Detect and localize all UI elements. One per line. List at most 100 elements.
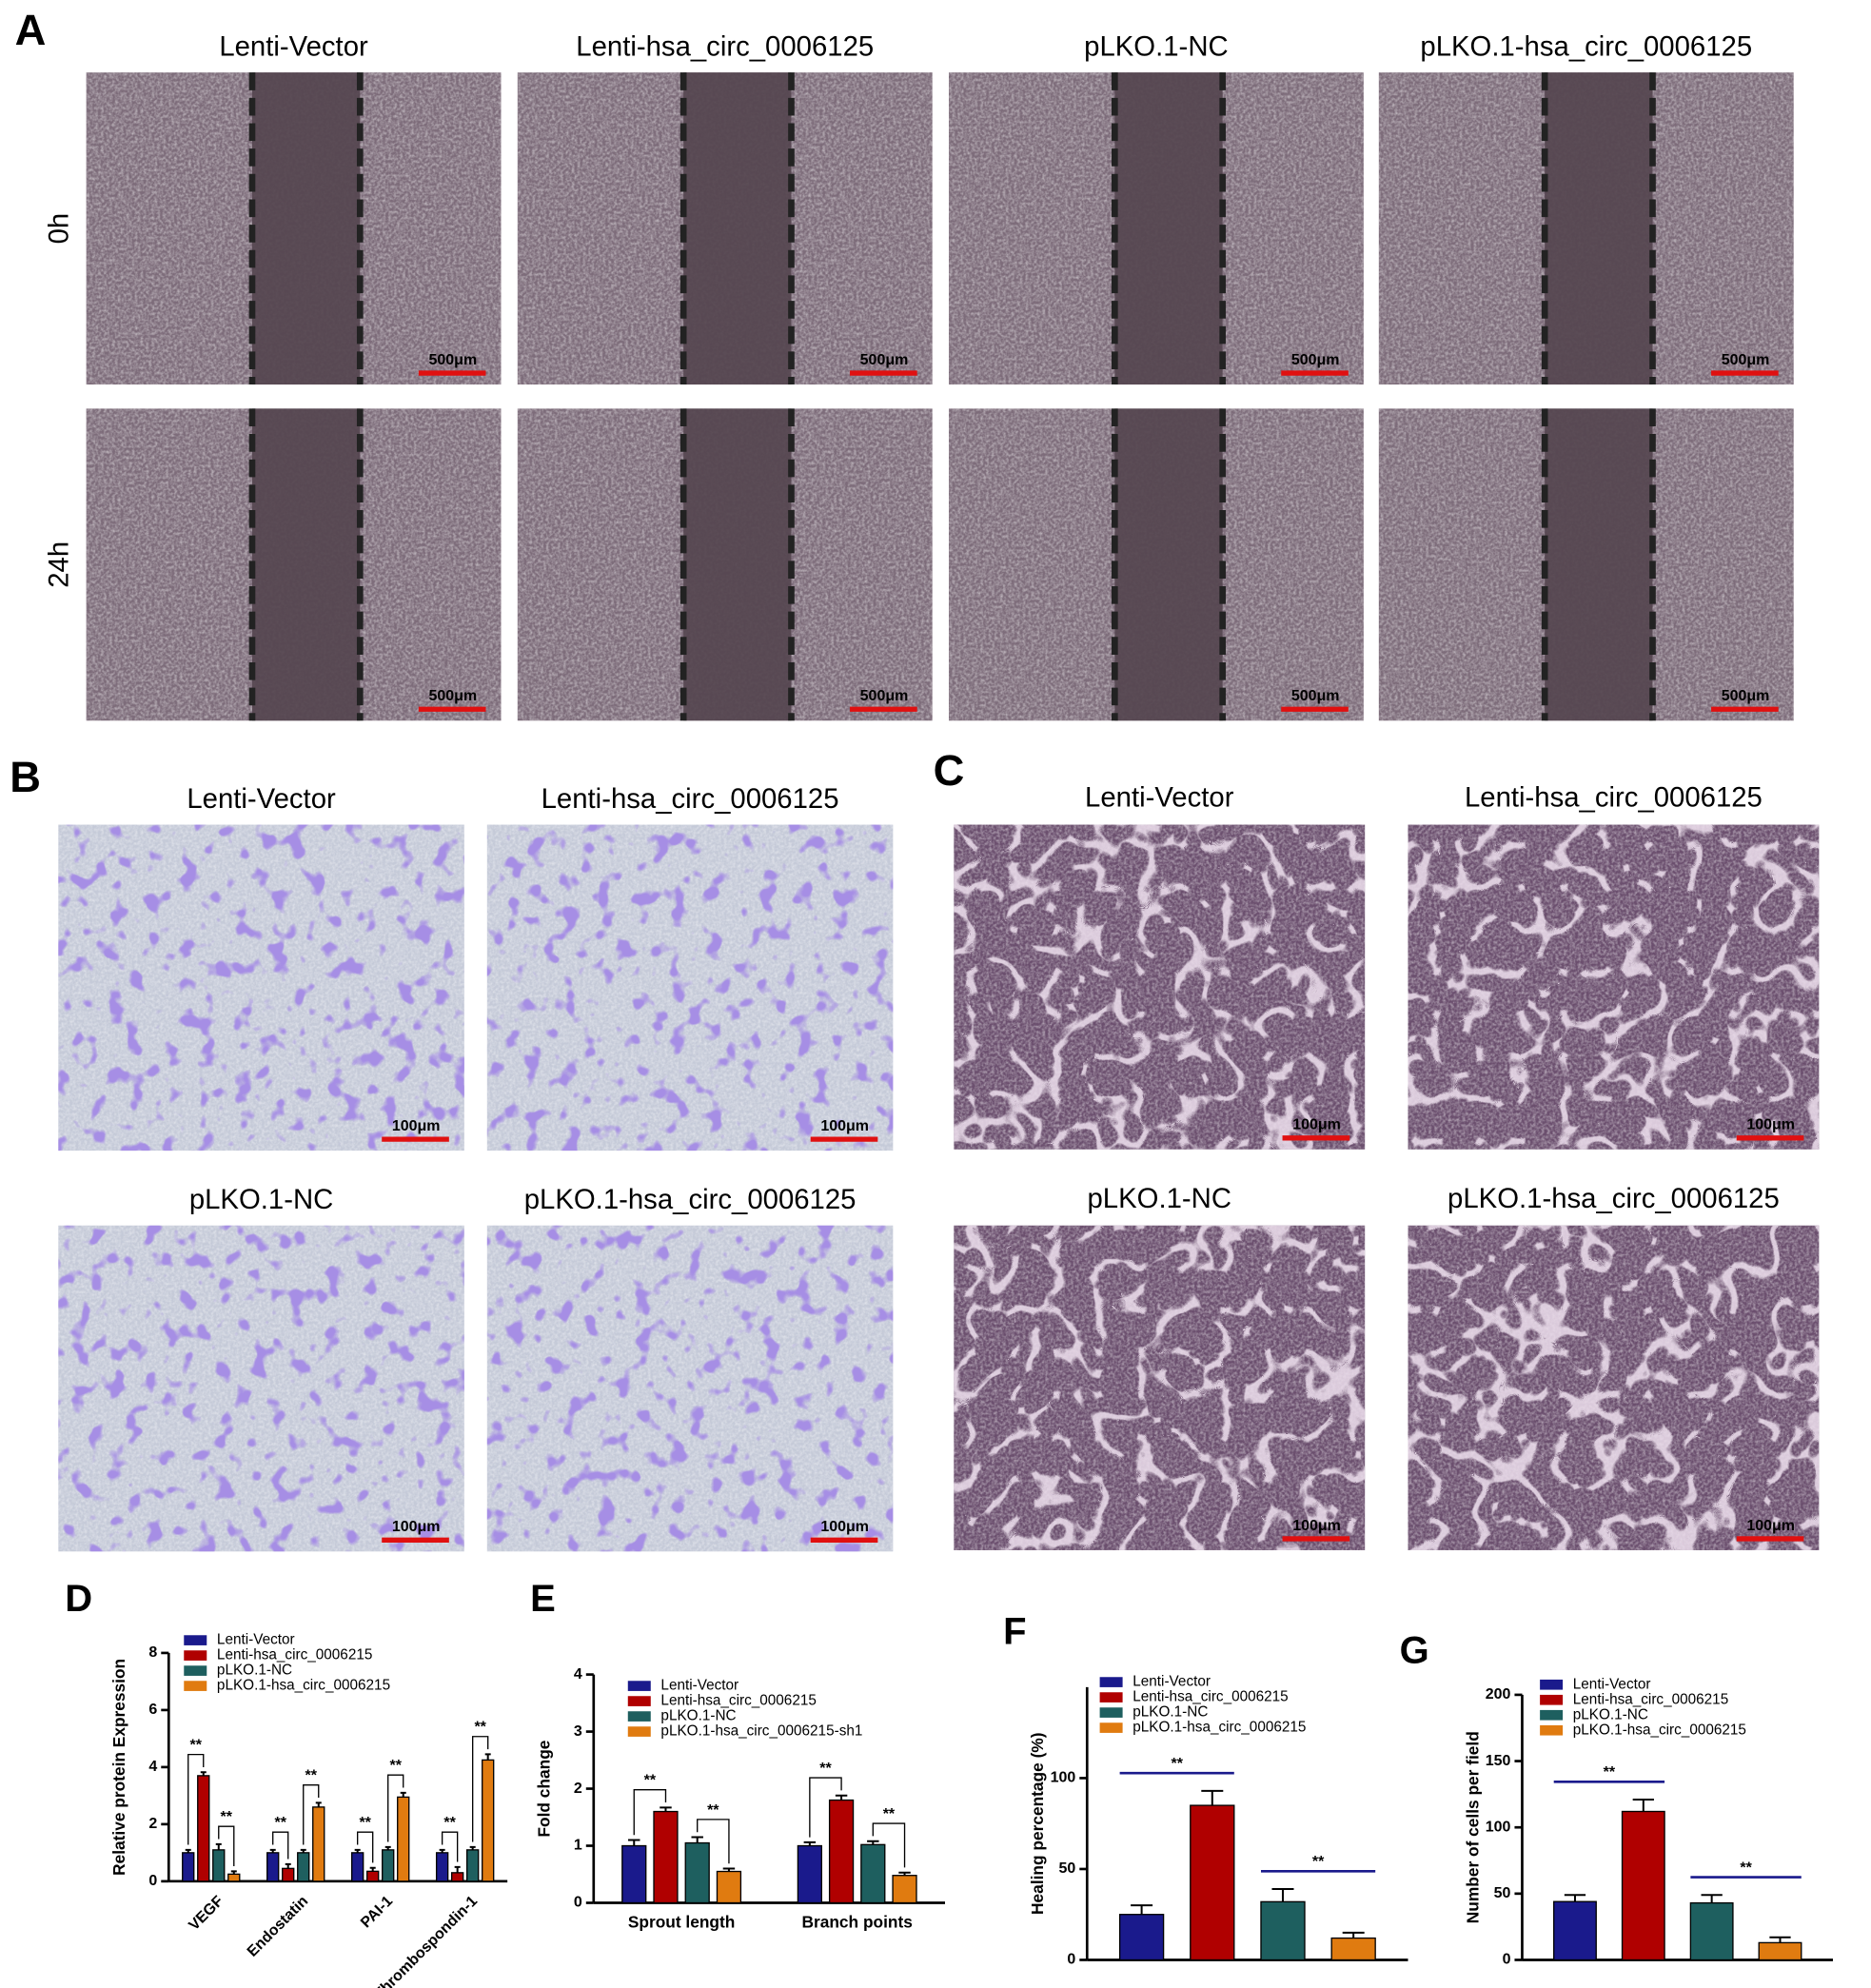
error-bar [1701, 1894, 1723, 1903]
bar [351, 1852, 364, 1882]
error-bar [469, 1845, 476, 1850]
bar [684, 1841, 710, 1904]
error-bar [369, 1866, 376, 1872]
significance-bracket [387, 1774, 404, 1842]
error-bar [1131, 1904, 1153, 1915]
scale-bar-label: 100μm [820, 1118, 869, 1134]
image-title: Lenti-hsa_circ_0006125 [542, 783, 839, 815]
y-axis-label: Healing percentage (%) [1028, 1732, 1047, 1914]
error-bar [691, 1836, 703, 1843]
error-bar [1632, 1798, 1654, 1812]
scale-bar-label: 100μm [392, 1118, 441, 1134]
panel-label: D [65, 1578, 92, 1620]
significance-label: ** [1312, 1854, 1325, 1870]
bar [1621, 1810, 1665, 1961]
legend-label: Lenti-Vector [660, 1678, 739, 1694]
tube-network [954, 1225, 1366, 1550]
bar [621, 1844, 647, 1904]
error-bar [484, 1753, 491, 1761]
significance-label: ** [1171, 1756, 1183, 1772]
bar [716, 1870, 742, 1904]
significance-label: ** [883, 1806, 896, 1822]
scratch-gap [683, 408, 792, 721]
scale-bar-label: 100μm [1746, 1518, 1795, 1534]
significance-label: ** [644, 1773, 657, 1789]
bar [892, 1875, 917, 1904]
row-label: 24h [44, 541, 75, 588]
significance-label: ** [274, 1815, 286, 1831]
bar [297, 1852, 310, 1882]
legend-swatch [1540, 1709, 1564, 1721]
significance-label: ** [474, 1720, 486, 1736]
stained-cells [58, 824, 464, 1151]
legend-label: Lenti-Vector [1132, 1674, 1211, 1690]
significance-bracket [441, 1831, 459, 1862]
y-tick-label: 200 [1486, 1686, 1511, 1703]
error-bar [400, 1791, 406, 1798]
legend-label: pLKO.1-hsa_circ_0006215 [217, 1678, 390, 1694]
error-bar [628, 1839, 640, 1846]
y-tick-label: 2 [148, 1816, 157, 1832]
bar [382, 1849, 395, 1882]
x-tick-label: VEGF [186, 1893, 226, 1934]
y-tick-label: 0 [148, 1873, 157, 1889]
bar [1330, 1937, 1376, 1961]
panel-label: E [530, 1578, 556, 1620]
image-title: pLKO.1-NC [1087, 1183, 1231, 1214]
error-bar [300, 1848, 306, 1853]
y-tick-label: 150 [1486, 1753, 1511, 1769]
bar [1689, 1901, 1734, 1961]
panel-label: F [1003, 1611, 1026, 1653]
bar [797, 1844, 822, 1904]
legend-label: Lenti-Vector [217, 1632, 295, 1648]
x-tick-label: Endostatin [245, 1893, 311, 1959]
bar [282, 1867, 295, 1882]
y-tick-label: 3 [574, 1723, 582, 1740]
panel-label: G [1400, 1629, 1429, 1671]
significance-label: ** [190, 1738, 203, 1754]
significance-bracket [633, 1789, 667, 1836]
y-tick-label: 0 [1503, 1952, 1511, 1968]
y-tick-label: 6 [148, 1702, 157, 1718]
legend-swatch [1099, 1692, 1123, 1703]
y-axis-label: Fold change [535, 1740, 554, 1837]
significance-label: ** [707, 1802, 719, 1819]
scratch-gap [251, 72, 361, 385]
bar [1758, 1941, 1802, 1961]
legend-label: pLKO.1-NC [1573, 1706, 1648, 1722]
legend-label: Lenti-hsa_circ_0006215 [660, 1693, 816, 1709]
scratch-gap [683, 72, 792, 385]
y-tick-label: 8 [148, 1644, 157, 1661]
legend-swatch [184, 1665, 207, 1676]
error-bar [215, 1842, 222, 1850]
error-bar [660, 1806, 672, 1812]
legend-swatch [627, 1696, 651, 1706]
significance-bracket [187, 1753, 205, 1845]
legend-swatch [184, 1650, 207, 1661]
significance-bracket [272, 1831, 289, 1860]
scratch-gap [1545, 72, 1653, 385]
scratch-gap [251, 408, 361, 721]
error-bar [722, 1867, 736, 1872]
bar [653, 1810, 679, 1904]
y-tick-label: 100 [1051, 1770, 1076, 1786]
legend-label: Lenti-hsa_circ_0006215 [1573, 1691, 1728, 1707]
scale-bar-label: 500μm [860, 688, 909, 704]
error-bar [1342, 1931, 1365, 1939]
y-axis-label: Number of cells per field [1463, 1731, 1482, 1923]
legend-swatch [184, 1681, 207, 1691]
bar [366, 1870, 380, 1882]
image-title: Lenti-Vector [187, 783, 336, 815]
error-bar [1769, 1936, 1791, 1943]
x-tick-label: Sprout length [628, 1912, 736, 1931]
y-tick-label: 50 [1494, 1885, 1511, 1901]
column-title: Lenti-hsa_circ_0006125 [576, 31, 874, 63]
bar [266, 1852, 280, 1882]
y-axis-label: Relative protein Expression [109, 1659, 128, 1876]
significance-label: ** [443, 1815, 456, 1831]
panel-label: B [10, 753, 41, 801]
bar [1190, 1804, 1235, 1961]
image-title: Lenti-hsa_circ_0006125 [1465, 782, 1763, 814]
scratch-gap [1545, 408, 1653, 721]
panel-label: C [934, 746, 965, 795]
